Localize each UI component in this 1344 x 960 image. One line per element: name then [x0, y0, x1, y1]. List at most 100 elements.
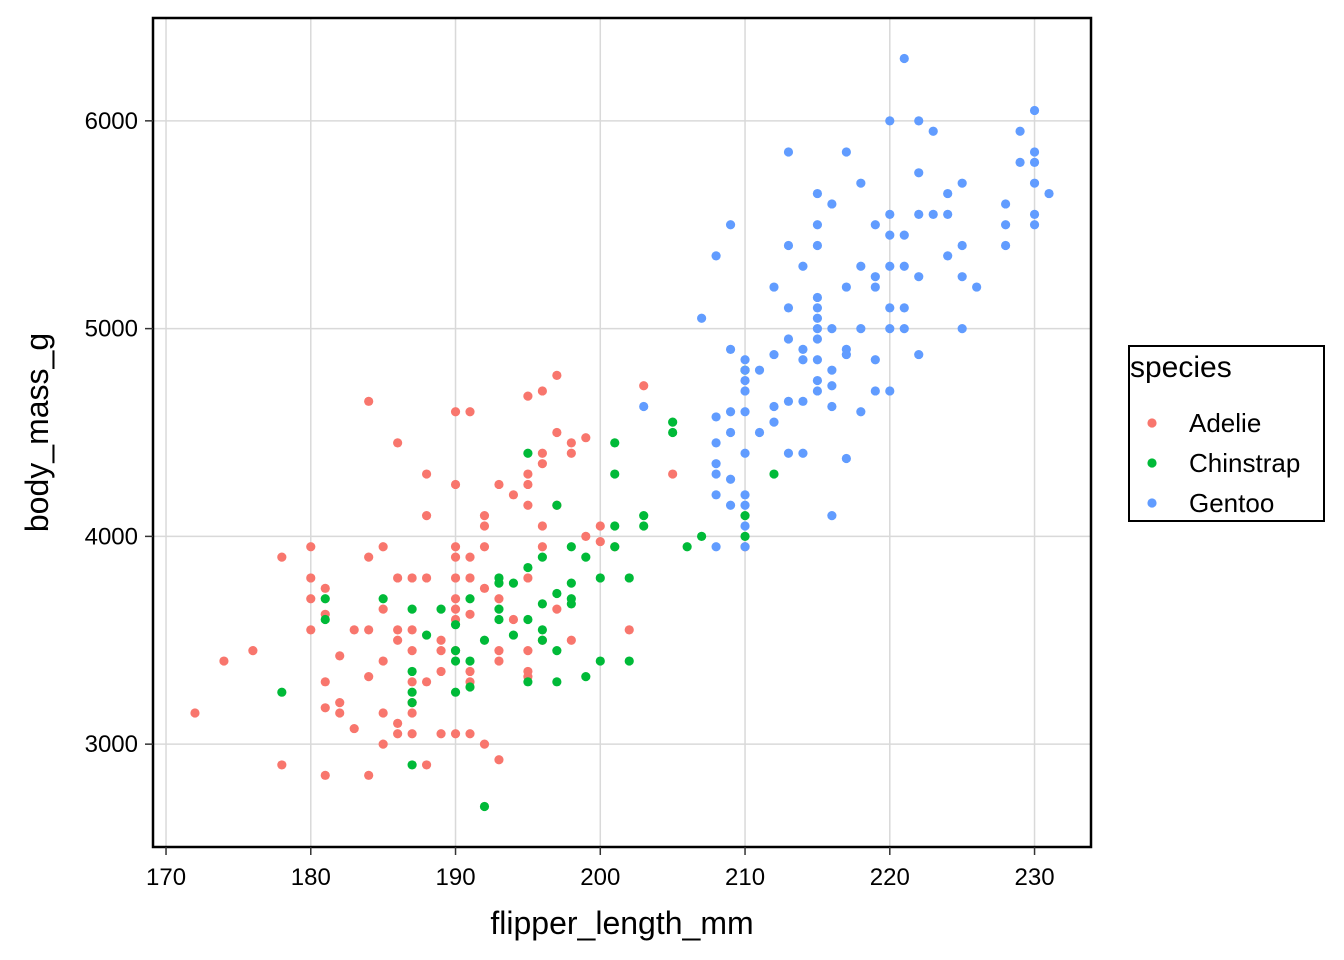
data-point-gentoo [783, 334, 794, 344]
data-point-adelie [407, 625, 417, 635]
data-point-adelie [465, 666, 475, 677]
data-point-gentoo [957, 272, 967, 282]
data-point-gentoo [812, 386, 823, 396]
data-point-gentoo [812, 334, 823, 344]
data-point-gentoo [812, 292, 823, 303]
data-point-chinstrap [668, 417, 678, 427]
data-point-chinstrap [610, 469, 620, 479]
data-point-gentoo [914, 349, 924, 360]
legend-box [1128, 345, 1325, 522]
legend-key-chinstrap [1147, 458, 1157, 468]
y-axis-title: body_mass_g [19, 333, 55, 532]
data-point-chinstrap [610, 542, 620, 552]
data-point-gentoo [899, 53, 909, 64]
data-point-adelie [537, 542, 547, 552]
data-point-gentoo [1029, 147, 1040, 157]
gridlines [153, 18, 1091, 847]
data-point-gentoo [812, 375, 823, 386]
data-point-chinstrap [552, 677, 562, 687]
data-point-gentoo [1015, 157, 1025, 167]
data-point-gentoo [827, 511, 837, 521]
data-point-gentoo [928, 126, 938, 136]
data-point-chinstrap [407, 760, 417, 770]
data-point-chinstrap [552, 500, 562, 510]
data-point-chinstrap [494, 578, 504, 588]
data-point-adelie [523, 500, 533, 510]
data-point-gentoo [740, 448, 750, 458]
data-point-chinstrap [378, 594, 388, 604]
data-point-adelie [537, 521, 547, 531]
data-point-gentoo [870, 220, 880, 230]
data-point-gentoo [870, 272, 880, 282]
data-point-gentoo [740, 521, 750, 531]
data-point-adelie [479, 583, 490, 593]
data-point-gentoo [812, 188, 823, 199]
legend-key-adelie [1147, 418, 1157, 428]
data-point-chinstrap [769, 469, 779, 479]
data-point-adelie [537, 448, 547, 458]
data-point-gentoo [1015, 126, 1025, 136]
y-tick-label: 4000 [85, 523, 138, 550]
data-point-chinstrap [552, 588, 562, 599]
data-point-chinstrap [436, 604, 446, 614]
data-point-gentoo [856, 324, 866, 334]
data-point-gentoo [783, 240, 794, 251]
data-point-gentoo [740, 386, 750, 396]
data-point-adelie [537, 459, 547, 469]
data-point-chinstrap [610, 521, 620, 531]
data-point-gentoo [899, 324, 909, 334]
data-point-gentoo [725, 220, 736, 230]
data-point-adelie [465, 729, 475, 739]
data-point-adelie [479, 511, 490, 521]
data-point-chinstrap [566, 599, 576, 609]
data-point-adelie [306, 542, 316, 552]
legend-title: species [1130, 351, 1232, 384]
data-point-gentoo [1029, 220, 1040, 230]
data-point-gentoo [725, 344, 736, 354]
data-point-adelie [523, 479, 533, 490]
data-point-adelie [407, 646, 417, 656]
data-point-chinstrap [407, 698, 417, 708]
data-point-gentoo [827, 199, 837, 209]
data-point-gentoo [885, 324, 895, 334]
data-point-adelie [566, 438, 576, 448]
data-point-gentoo [1029, 178, 1040, 188]
data-point-chinstrap [566, 578, 576, 588]
data-point-gentoo [798, 261, 808, 271]
data-point-adelie [190, 708, 200, 718]
data-point-chinstrap [740, 511, 750, 521]
data-point-chinstrap [537, 552, 547, 562]
data-point-gentoo [769, 417, 779, 427]
data-point-adelie [494, 594, 504, 604]
data-point-chinstrap [624, 656, 634, 666]
data-point-adelie [364, 672, 374, 682]
x-tick-label: 200 [580, 864, 620, 891]
data-point-gentoo [769, 349, 779, 360]
data-point-chinstrap [407, 666, 417, 677]
data-point-chinstrap [581, 552, 591, 562]
data-point-gentoo [769, 282, 779, 292]
data-point-chinstrap [523, 677, 533, 687]
data-point-gentoo [943, 251, 953, 261]
data-point-adelie [421, 760, 432, 770]
data-point-gentoo [972, 282, 982, 292]
data-point-gentoo [725, 474, 736, 484]
data-point-chinstrap [639, 521, 649, 531]
data-point-gentoo [740, 407, 750, 417]
x-tick-label: 180 [291, 864, 331, 891]
data-point-adelie [364, 396, 374, 406]
data-point-gentoo [769, 401, 779, 412]
data-point-adelie [277, 760, 287, 770]
data-point-adelie [306, 573, 316, 583]
data-point-chinstrap [450, 656, 461, 666]
data-point-gentoo [914, 116, 924, 126]
data-point-adelie [335, 651, 345, 661]
data-point-gentoo [1029, 209, 1040, 219]
data-point-adelie [450, 479, 461, 490]
data-point-gentoo [711, 469, 721, 479]
data-point-chinstrap [494, 604, 504, 614]
data-point-adelie [306, 625, 316, 635]
data-point-adelie [421, 511, 432, 521]
data-point-chinstrap [595, 656, 605, 666]
